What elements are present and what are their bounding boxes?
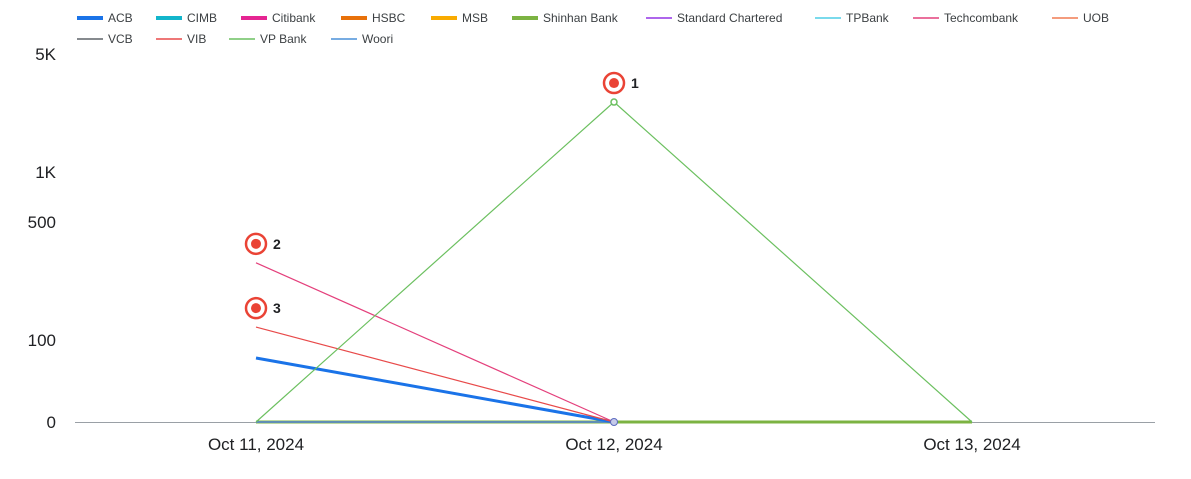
legend-label: Woori: [362, 32, 393, 46]
annotation-dot: [251, 238, 261, 249]
annotation-dot: [609, 78, 619, 89]
series-line-vib: [255, 326, 615, 423]
legend-item-hsbc[interactable]: HSBC: [341, 11, 406, 25]
x-tick-label: Oct 11, 2024: [208, 435, 304, 454]
legend-label: VIB: [187, 32, 206, 46]
legend-label: Shinhan Bank: [543, 11, 619, 25]
legend-label: Techcombank: [944, 11, 1019, 25]
x-tick-label: Oct 13, 2024: [923, 435, 1020, 454]
annotation-dot: [251, 303, 261, 314]
annotation-2[interactable]: 2: [244, 232, 281, 256]
y-tick-label: 5K: [35, 45, 56, 64]
legend-item-standard-chartered[interactable]: Standard Chartered: [646, 11, 782, 25]
legend-label: VP Bank: [260, 32, 307, 46]
legend-label: Citibank: [272, 11, 316, 25]
legend: ACB CIMB Citibank HSBC MSB Shinhan Bank Standa…: [77, 11, 1109, 46]
legend-item-acb[interactable]: ACB: [77, 11, 133, 25]
legend-item-vib[interactable]: VIB: [156, 32, 206, 46]
x-tick-label: Oct 12, 2024: [565, 435, 662, 454]
legend-label: CIMB: [187, 11, 217, 25]
annotation-label: 1: [631, 75, 639, 91]
legend-label: ACB: [108, 11, 133, 25]
legend-label: HSBC: [372, 11, 406, 25]
annotation-3[interactable]: 3: [244, 296, 281, 320]
legend-label: VCB: [108, 32, 133, 46]
y-tick-label: 500: [28, 213, 56, 232]
legend-item-techcombank[interactable]: Techcombank: [913, 11, 1019, 25]
annotation-label: 3: [273, 300, 281, 316]
series-lines: [255, 98, 973, 426]
legend-item-uob[interactable]: UOB: [1052, 11, 1109, 25]
legend-label: TPBank: [846, 11, 890, 25]
legend-item-msb[interactable]: MSB: [431, 11, 488, 25]
y-tick-label: 100: [28, 331, 56, 350]
legend-item-woori[interactable]: Woori: [331, 32, 393, 46]
legend-label: MSB: [462, 11, 488, 25]
series-line-vp-bank: [255, 101, 973, 423]
legend-label: Standard Chartered: [677, 11, 782, 25]
annotation-1[interactable]: 1: [602, 71, 639, 95]
legend-item-tpbank[interactable]: TPBank: [815, 11, 890, 25]
y-tick-label: 1K: [35, 163, 56, 182]
y-tick-label: 0: [47, 413, 56, 432]
data-point-convergence[interactable]: [610, 418, 618, 426]
data-point-vp-bank[interactable]: [610, 98, 618, 106]
legend-item-vcb[interactable]: VCB: [77, 32, 133, 46]
annotations: 1 2 3: [244, 71, 639, 320]
legend-item-shinhan-bank[interactable]: Shinhan Bank: [512, 11, 619, 25]
legend-item-vp-bank[interactable]: VP Bank: [229, 32, 307, 46]
annotation-label: 2: [273, 236, 281, 252]
legend-label: UOB: [1083, 11, 1109, 25]
series-line-techcombank: [255, 262, 615, 423]
series-line-acb: [255, 356, 615, 424]
legend-item-cimb[interactable]: CIMB: [156, 11, 217, 25]
legend-item-citibank[interactable]: Citibank: [241, 11, 316, 25]
axes: 0 100 500 1K 5K Oct 11, 2024 Oct 12, 2024 Oct 1…: [28, 45, 1155, 454]
